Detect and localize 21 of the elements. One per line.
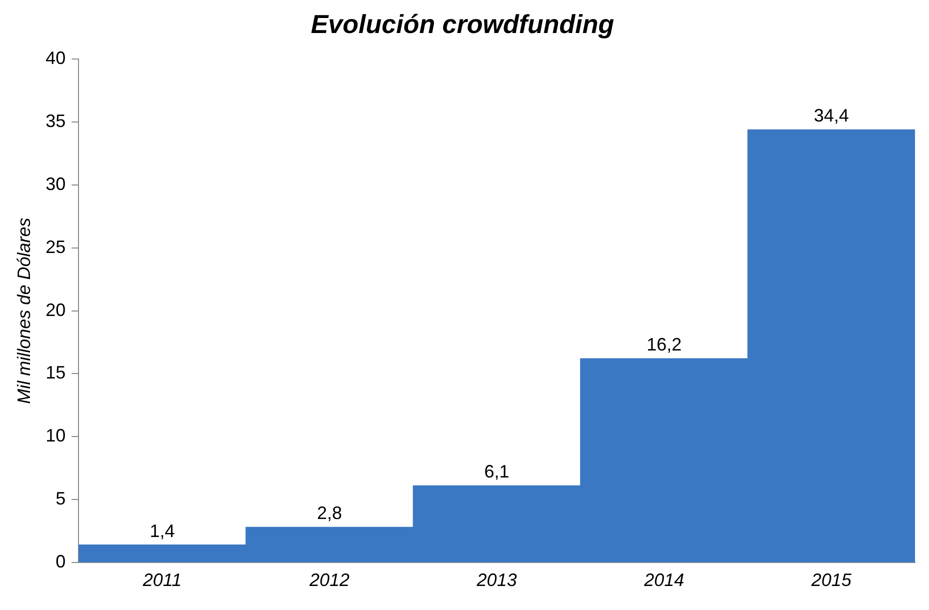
y-tick-label: 30 [46,174,66,194]
data-label: 2,8 [317,503,342,524]
y-tick-label: 25 [46,236,66,257]
x-tick-label: 2014 [643,570,684,590]
data-label: 1,4 [150,520,175,541]
data-label: 16,2 [646,334,682,355]
x-tick-label: 2011 [142,570,182,590]
data-label: 34,4 [814,106,849,126]
x-tick-label: 2013 [476,570,517,590]
y-tick-label: 35 [46,111,66,132]
y-tick-label: 40 [46,48,66,68]
y-tick-label: 10 [46,426,66,446]
x-tick-label: 2015 [810,570,852,590]
y-axis-title: Mil millones de Dólares [14,218,34,404]
chart-title: Evolución crowdfunding [310,8,614,39]
y-tick-label: 0 [56,551,66,572]
y-tick-label: 20 [46,300,66,320]
data-label: 6,1 [484,462,510,482]
y-tick-label: 15 [46,362,66,383]
y-tick-label: 5 [56,488,66,508]
x-tick-label: 2012 [308,570,350,590]
